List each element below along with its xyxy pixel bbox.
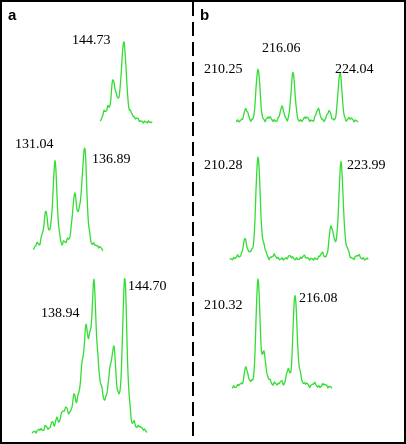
peak-label-a3-2: 144.70 [128, 279, 167, 294]
spectrum-b2: 210.28 223.99 [204, 156, 386, 261]
spectrum-a1: 144.73 [72, 33, 153, 124]
spectrum-a3: 138.94 144.70 [31, 277, 167, 434]
spectrum-b2-trace [229, 156, 369, 261]
spectrum-a2-trace [32, 147, 104, 252]
peak-label-a2-2: 136.89 [92, 152, 131, 167]
peak-label-a3-1: 138.94 [41, 306, 80, 321]
panel-letter-a: a [8, 7, 17, 24]
peak-label-b3-2: 216.08 [299, 291, 338, 306]
peak-label-a1-1: 144.73 [72, 33, 111, 48]
peak-label-b1-2: 216.06 [262, 41, 301, 56]
spectrum-a3-trace [31, 277, 148, 434]
panel-letter-b: b [200, 7, 209, 24]
spectrum-b3-trace [231, 278, 333, 389]
spectrum-a1-trace [99, 41, 153, 124]
spectrum-b1-trace [235, 68, 359, 123]
peak-label-b2-2: 223.99 [347, 158, 386, 173]
peak-label-b3-1: 210.32 [204, 298, 243, 313]
spectrum-b3: 210.32 216.08 [204, 278, 338, 389]
peak-label-b1-1: 210.25 [204, 62, 243, 77]
peak-label-b2-1: 210.28 [204, 158, 243, 173]
spectrum-b1: 210.25 216.06 224.04 [204, 41, 374, 123]
peak-label-a2-1: 131.04 [15, 137, 54, 152]
peak-label-b1-3: 224.04 [335, 62, 374, 77]
spectrum-a2: 131.04 136.89 [15, 137, 131, 252]
